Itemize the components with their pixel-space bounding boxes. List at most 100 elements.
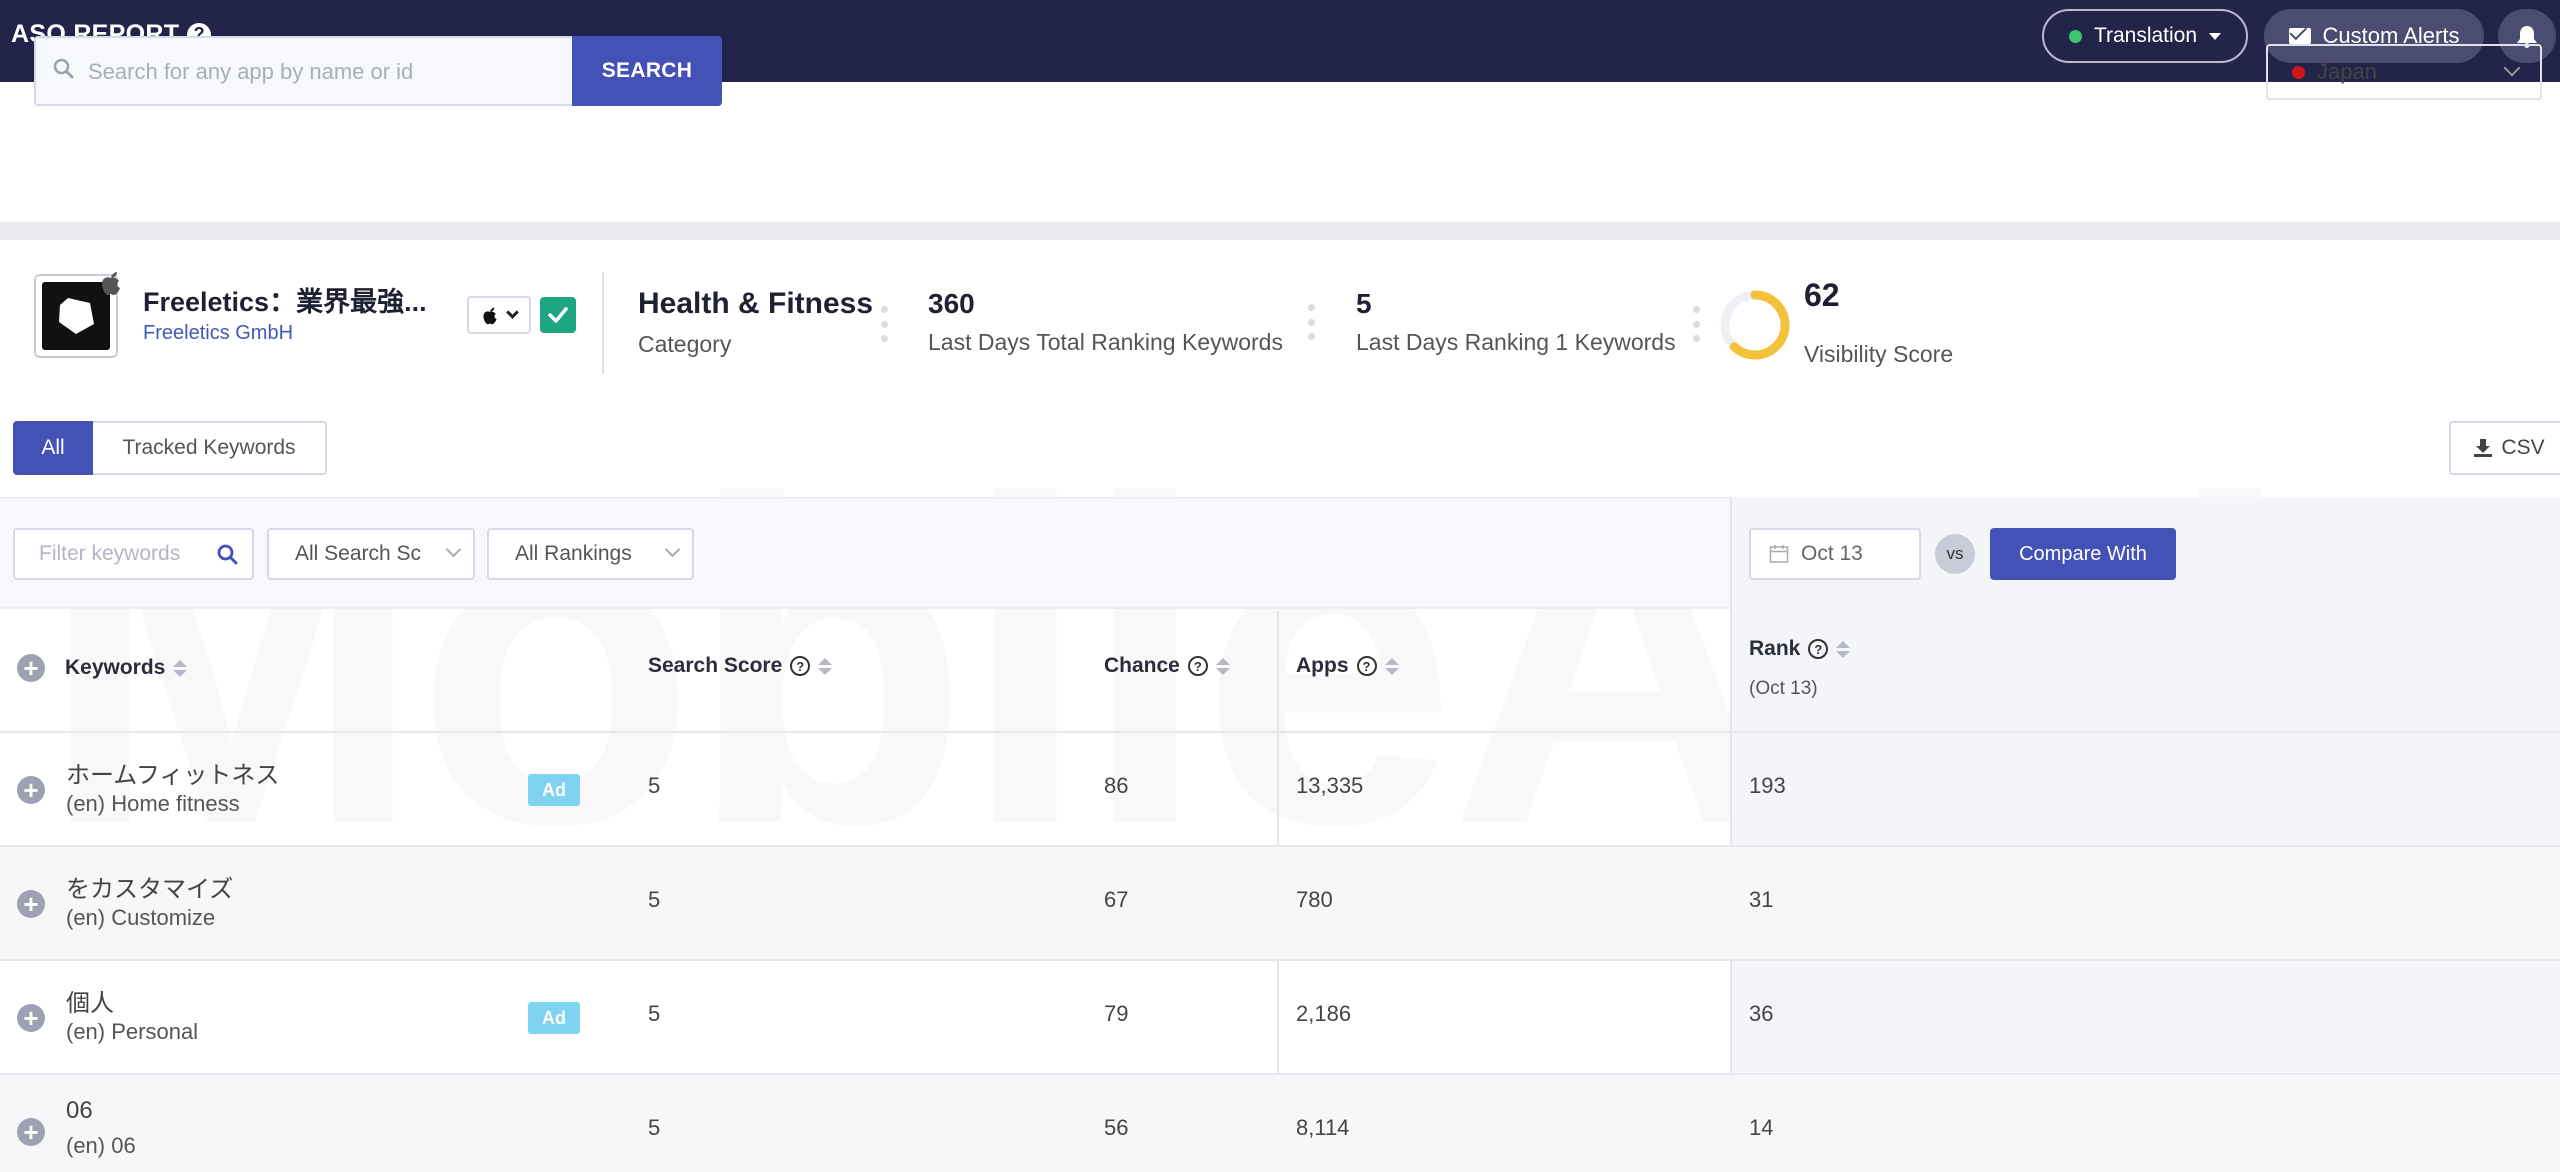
- tab-tracked-keywords[interactable]: Tracked Keywords: [93, 421, 327, 475]
- sort-icon[interactable]: [1836, 640, 1851, 658]
- notifications-button[interactable]: [2498, 9, 2556, 63]
- search-score-header[interactable]: Search Score ?: [648, 654, 833, 678]
- visibility-score-arc: [1720, 290, 1790, 360]
- sort-icon[interactable]: [173, 659, 188, 677]
- search-score-cell: 5: [648, 1115, 661, 1140]
- add-all-icon[interactable]: +: [17, 654, 45, 682]
- calendar-icon: [1769, 545, 1789, 563]
- keyword-text: 06: [66, 1097, 93, 1124]
- vs-badge: vs: [1935, 534, 1975, 574]
- keyword-text: 個人: [66, 990, 114, 1017]
- custom-alerts-label: Custom Alerts: [2322, 23, 2460, 48]
- rank1-keywords-label: Last Days Ranking 1 Keywords: [1356, 329, 1676, 355]
- stat-divider-dots: [1693, 306, 1701, 342]
- platform-select[interactable]: [467, 296, 531, 334]
- status-dot-icon: [2068, 29, 2082, 43]
- keyword-translation: (en) 06: [66, 1133, 136, 1158]
- rank-cell: 31: [1749, 887, 1774, 912]
- rank-cell: 193: [1749, 773, 1786, 798]
- table-row: + 個人 (en) Personal Ad 5 79 2,186 36: [0, 961, 2560, 1075]
- rankings-filter-label: All Rankings: [515, 542, 632, 565]
- tab-all[interactable]: All: [13, 421, 93, 475]
- visibility-score-label: Visibility Score: [1804, 341, 1954, 367]
- ad-badge: Ad: [528, 774, 580, 806]
- total-keywords-value: 360: [928, 288, 975, 319]
- help-icon[interactable]: ?: [1356, 656, 1377, 676]
- rank-column-panel: [1730, 497, 2560, 1172]
- app-name[interactable]: Freeletics：業界最強...: [143, 287, 427, 317]
- checkmark-icon: [548, 307, 568, 323]
- search-score-cell: 5: [648, 773, 661, 798]
- category-label: Category: [638, 331, 732, 357]
- keyword-tabs: All Tracked Keywords: [13, 421, 327, 475]
- search-icon[interactable]: [216, 543, 240, 567]
- sort-icon[interactable]: [1384, 657, 1399, 675]
- add-keyword-icon[interactable]: +: [17, 1118, 45, 1146]
- keyword-translation: (en) Home fitness: [66, 791, 240, 816]
- rank-cell: 14: [1749, 1115, 1774, 1140]
- app-info-divider: [602, 272, 604, 374]
- keywords-header[interactable]: + Keywords: [17, 654, 188, 682]
- apple-icon: [482, 307, 497, 324]
- help-icon[interactable]: ?: [790, 656, 811, 676]
- country-select[interactable]: Japan: [2266, 44, 2542, 100]
- filter-keywords-input[interactable]: [39, 542, 209, 566]
- apps-cell: 2,186: [1296, 1001, 1352, 1026]
- stat-divider-dots: [1308, 304, 1316, 340]
- help-icon[interactable]: ?: [1187, 656, 1208, 676]
- track-app-checkbox[interactable]: [540, 297, 576, 333]
- chevron-down-icon: [445, 541, 462, 558]
- chevron-down-icon: [664, 541, 681, 558]
- add-keyword-icon[interactable]: +: [17, 1004, 45, 1032]
- translation-button[interactable]: Translation: [2042, 9, 2248, 63]
- help-icon[interactable]: ?: [1808, 639, 1829, 659]
- add-keyword-icon[interactable]: +: [17, 776, 45, 804]
- caret-down-icon: [2209, 32, 2222, 40]
- japan-flag-icon: [2292, 65, 2305, 79]
- table-header: [0, 611, 2560, 733]
- table-row: + をカスタマイズ (en) Customize 5 67 780 31: [0, 847, 2560, 961]
- download-icon: [2474, 439, 2493, 457]
- add-keyword-icon[interactable]: +: [17, 890, 45, 918]
- section-divider: [0, 222, 2560, 240]
- custom-alerts-button[interactable]: Custom Alerts: [2264, 9, 2484, 63]
- search-button[interactable]: SEARCH: [572, 36, 722, 106]
- column-divider: [1730, 497, 1732, 1172]
- app-search-input[interactable]: [88, 58, 558, 86]
- visibility-score-gauge: [1720, 290, 1790, 360]
- filter-keywords-box: [13, 528, 254, 580]
- table-row: + ホームフィットネス (en) Home fitness Ad 5 86 13…: [0, 733, 2560, 847]
- app-developer-link[interactable]: Freeletics GmbH: [143, 322, 294, 344]
- stat-divider-dots: [881, 306, 889, 342]
- chevron-down-icon: [505, 306, 519, 319]
- search-score-cell: 5: [648, 887, 661, 912]
- search-score-header-label: Search Score: [648, 654, 783, 677]
- app-search-box: [34, 36, 573, 106]
- search-score-cell: 5: [648, 1001, 661, 1026]
- search-score-filter-label: All Search Sc: [295, 542, 422, 565]
- sort-icon[interactable]: [818, 657, 833, 675]
- compare-with-button[interactable]: Compare With: [1990, 528, 2176, 580]
- category-value: Health & Fitness: [638, 287, 874, 320]
- translation-label: Translation: [2093, 24, 2198, 47]
- apple-badge-icon: [102, 272, 120, 295]
- apps-cell: 8,114: [1296, 1115, 1350, 1140]
- ad-badge: Ad: [528, 1002, 580, 1034]
- visibility-score-value: 62: [1804, 277, 1840, 313]
- keyword-translation: (en) Personal: [66, 1019, 199, 1044]
- sort-icon[interactable]: [1215, 657, 1230, 675]
- chance-cell: 56: [1104, 1115, 1129, 1140]
- rank-cell: 36: [1749, 1001, 1774, 1026]
- country-label: Japan: [2317, 59, 2377, 84]
- rankings-filter[interactable]: All Rankings: [487, 528, 694, 580]
- date-picker[interactable]: Oct 13: [1749, 528, 1921, 580]
- rank-header-date: (Oct 13): [1749, 678, 1818, 699]
- rank-header-label: Rank: [1749, 637, 1801, 660]
- rank-header[interactable]: Rank ?: [1749, 637, 1851, 661]
- chance-header[interactable]: Chance ?: [1104, 654, 1230, 678]
- envelope-icon: [2288, 28, 2311, 44]
- csv-export-button[interactable]: CSV: [2449, 421, 2560, 475]
- chevron-down-icon: [2503, 59, 2521, 77]
- search-score-filter[interactable]: All Search Sc: [267, 528, 475, 580]
- apps-header[interactable]: Apps ?: [1296, 654, 1399, 678]
